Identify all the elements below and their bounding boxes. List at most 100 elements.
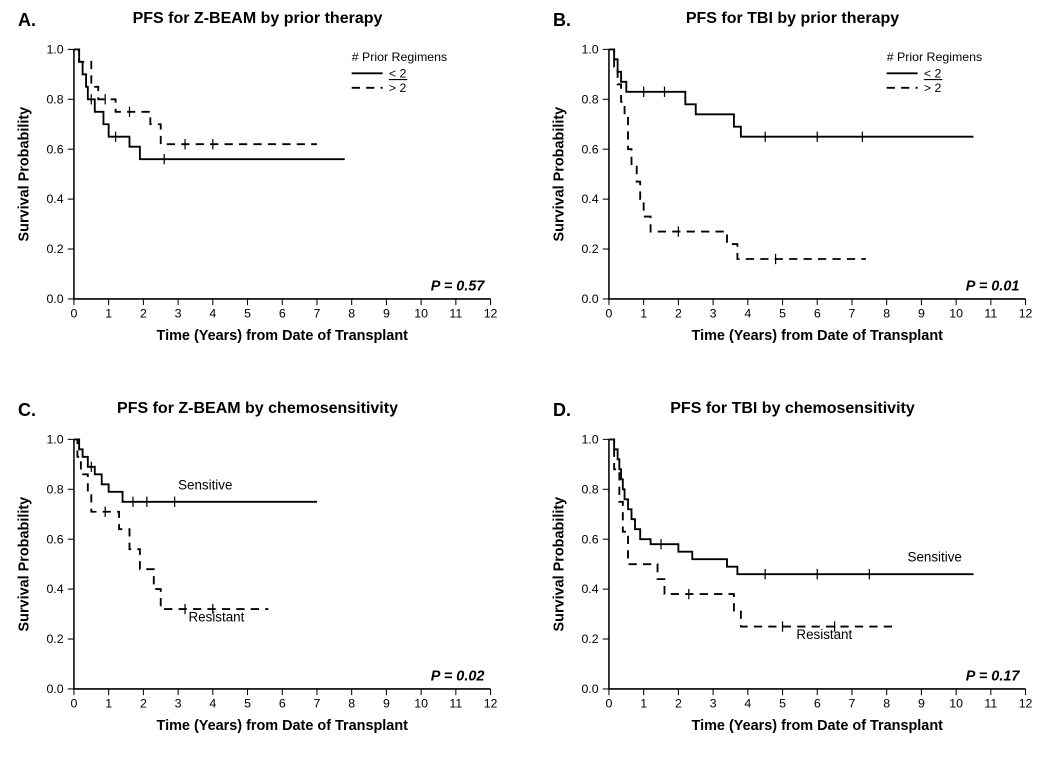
svg-text:0.2: 0.2 <box>46 632 63 646</box>
svg-text:# Prior Regimens: # Prior Regimens <box>887 50 982 64</box>
svg-text:1: 1 <box>105 307 112 321</box>
svg-text:Time (Years) from Date of Tran: Time (Years) from Date of Transplant <box>692 718 944 734</box>
svg-text:2: 2 <box>140 696 147 710</box>
panel-A-title: PFS for Z-BEAM by prior therapy <box>10 10 505 28</box>
svg-text:Survival Probability: Survival Probability <box>17 496 33 631</box>
svg-text:0.8: 0.8 <box>581 482 598 496</box>
svg-text:0.4: 0.4 <box>46 582 63 596</box>
svg-text:4: 4 <box>744 696 751 710</box>
svg-text:Survival Probability: Survival Probability <box>552 496 568 631</box>
svg-text:0.4: 0.4 <box>581 582 598 596</box>
svg-text:5: 5 <box>779 307 786 321</box>
svg-text:1.0: 1.0 <box>581 43 598 57</box>
svg-text:0.6: 0.6 <box>46 142 63 156</box>
svg-text:7: 7 <box>849 696 856 710</box>
panel-B: B. PFS for TBI by prior therapy 01234567… <box>545 10 1040 360</box>
svg-text:0.2: 0.2 <box>46 242 63 256</box>
svg-text:12: 12 <box>1019 696 1033 710</box>
svg-text:2: 2 <box>675 696 682 710</box>
svg-text:1.0: 1.0 <box>581 432 598 446</box>
svg-text:11: 11 <box>984 307 997 321</box>
svg-text:3: 3 <box>710 307 717 321</box>
svg-text:7: 7 <box>314 307 321 321</box>
svg-text:9: 9 <box>918 696 925 710</box>
svg-text:12: 12 <box>484 307 498 321</box>
svg-text:Time (Years) from Date of Tran: Time (Years) from Date of Transplant <box>157 328 409 344</box>
svg-text:3: 3 <box>175 307 182 321</box>
svg-text:0.0: 0.0 <box>46 292 63 306</box>
svg-text:0.2: 0.2 <box>581 632 598 646</box>
svg-text:9: 9 <box>918 307 925 321</box>
svg-text:Survival Probability: Survival Probability <box>17 107 33 242</box>
svg-text:0.4: 0.4 <box>46 192 63 206</box>
svg-text:4: 4 <box>209 307 216 321</box>
panel-B-title: PFS for TBI by prior therapy <box>545 10 1040 28</box>
svg-text:0: 0 <box>71 696 78 710</box>
svg-text:0.8: 0.8 <box>46 482 63 496</box>
svg-text:11: 11 <box>984 696 997 710</box>
svg-text:Resistant: Resistant <box>189 609 245 624</box>
panel-B-chart: 01234567891011120.00.20.40.60.81.0Time (… <box>545 34 1040 354</box>
svg-text:3: 3 <box>175 696 182 710</box>
svg-text:0.0: 0.0 <box>581 292 598 306</box>
svg-text:1.0: 1.0 <box>46 432 63 446</box>
svg-text:6: 6 <box>814 307 821 321</box>
svg-text:9: 9 <box>383 307 390 321</box>
panel-D-label: D. <box>553 400 571 421</box>
panel-D-title: PFS for TBI by chemosensitivity <box>545 400 1040 418</box>
svg-text:P = 0.02: P = 0.02 <box>431 668 485 684</box>
svg-text:5: 5 <box>779 696 786 710</box>
svg-text:P = 0.01: P = 0.01 <box>966 279 1020 295</box>
svg-text:0.4: 0.4 <box>581 192 598 206</box>
svg-text:11: 11 <box>449 307 462 321</box>
svg-text:> 2: > 2 <box>924 81 942 95</box>
svg-text:Resistant: Resistant <box>796 627 852 642</box>
panel-A-label: A. <box>18 10 36 31</box>
svg-text:0.6: 0.6 <box>581 142 598 156</box>
svg-text:< 2: < 2 <box>924 66 942 80</box>
chart-grid: A. PFS for Z-BEAM by prior therapy 01234… <box>10 10 1040 749</box>
svg-text:1: 1 <box>640 307 647 321</box>
svg-text:2: 2 <box>140 307 147 321</box>
svg-text:> 2: > 2 <box>389 81 407 95</box>
svg-text:0.8: 0.8 <box>46 92 63 106</box>
svg-text:1: 1 <box>105 696 112 710</box>
svg-text:0.0: 0.0 <box>46 682 63 696</box>
panel-C-label: C. <box>18 400 36 421</box>
svg-text:4: 4 <box>744 307 751 321</box>
svg-text:3: 3 <box>710 696 717 710</box>
panel-D: D. PFS for TBI by chemosensitivity 0 12 3 4… <box>545 400 1040 750</box>
svg-text:6: 6 <box>279 696 286 710</box>
svg-text:10: 10 <box>414 696 428 710</box>
svg-text:5: 5 <box>244 696 251 710</box>
svg-text:6: 6 <box>814 696 821 710</box>
svg-text:0: 0 <box>606 696 613 710</box>
svg-text:7: 7 <box>314 696 321 710</box>
panel-C-title: PFS for Z-BEAM by chemosensitivity <box>10 400 505 418</box>
svg-text:8: 8 <box>883 696 890 710</box>
panel-C: C. PFS for Z-BEAM by chemosensitivity 0 1… <box>10 400 505 750</box>
svg-text:9: 9 <box>383 696 390 710</box>
svg-text:Sensitive: Sensitive <box>908 549 962 564</box>
svg-text:11: 11 <box>449 696 462 710</box>
svg-text:12: 12 <box>1019 307 1033 321</box>
svg-text:10: 10 <box>414 307 428 321</box>
svg-text:0.6: 0.6 <box>581 532 598 546</box>
svg-text:P = 0.17: P = 0.17 <box>966 668 1021 684</box>
svg-text:# Prior Regimens: # Prior Regimens <box>352 50 447 64</box>
svg-text:0.6: 0.6 <box>46 532 63 546</box>
svg-text:0.0: 0.0 <box>581 682 598 696</box>
svg-text:4: 4 <box>209 696 216 710</box>
svg-text:1.0: 1.0 <box>46 43 63 57</box>
svg-text:8: 8 <box>348 307 355 321</box>
panel-A-chart: 01234567891011120.00.20.40.60.81.0Time (… <box>10 34 505 354</box>
svg-text:10: 10 <box>949 696 963 710</box>
panel-A: A. PFS for Z-BEAM by prior therapy 01234… <box>10 10 505 360</box>
svg-text:Time (Years) from Date of Tran: Time (Years) from Date of Transplant <box>692 328 944 344</box>
svg-text:Survival Probability: Survival Probability <box>552 107 568 242</box>
panel-B-label: B. <box>553 10 571 31</box>
svg-text:0.8: 0.8 <box>581 92 598 106</box>
panel-C-chart: 01234567891011120.00.20.40.60.81.0Time (… <box>10 424 505 744</box>
svg-text:Sensitive: Sensitive <box>178 477 232 492</box>
svg-text:8: 8 <box>883 307 890 321</box>
